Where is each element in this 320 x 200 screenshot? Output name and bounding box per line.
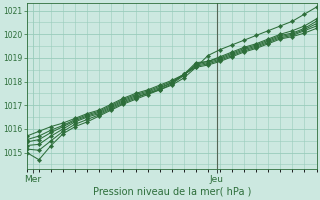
X-axis label: Pression niveau de la mer( hPa ): Pression niveau de la mer( hPa ) [92, 187, 251, 197]
